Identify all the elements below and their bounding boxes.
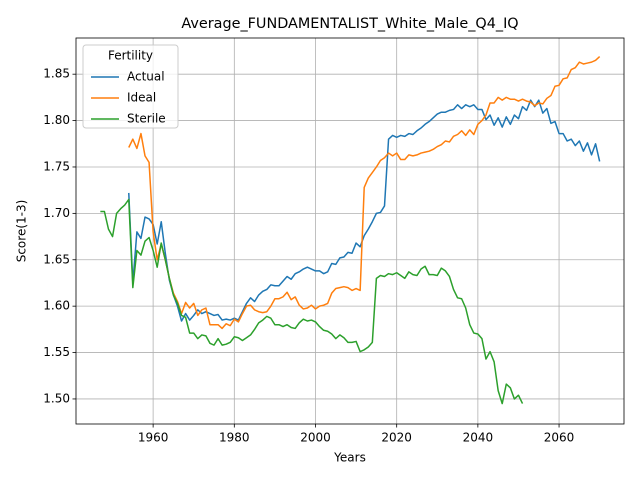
x-tick-label: 1980: [219, 431, 250, 445]
data-line: [128, 56, 601, 330]
data-line: [100, 198, 524, 405]
legend-label: Actual: [127, 70, 165, 84]
x-tick-label: 2020: [381, 431, 412, 445]
y-tick-label: 1.75: [43, 159, 70, 173]
x-tick-label: 1960: [138, 431, 169, 445]
x-tick-label: 2000: [300, 431, 331, 445]
legend-box: [82, 44, 179, 129]
x-tick-label: 2040: [463, 431, 494, 445]
legend: Fertility Actual Ideal Sterile: [82, 44, 179, 129]
plot-frame: [75, 37, 625, 425]
y-axis-label: Score(1-3): [15, 200, 29, 263]
data-line: [128, 99, 601, 322]
legend-label: Ideal: [127, 91, 156, 105]
x-tick-label: 2060: [544, 431, 575, 445]
legend-label: Sterile: [127, 112, 166, 126]
y-tick-label: 1.70: [43, 206, 70, 220]
legend-title: Fertility: [108, 49, 153, 63]
chart-title: Average_FUNDAMENTALIST_White_Male_Q4_IQ: [181, 16, 518, 32]
y-tick-label: 1.50: [43, 391, 70, 405]
x-axis-label: Years: [333, 451, 366, 465]
y-tick-label: 1.55: [43, 345, 70, 359]
y-tick-label: 1.60: [43, 299, 70, 313]
y-tick-label: 1.65: [43, 252, 70, 266]
y-tick-label: 1.80: [43, 113, 70, 127]
y-tick-label: 1.85: [43, 67, 70, 81]
